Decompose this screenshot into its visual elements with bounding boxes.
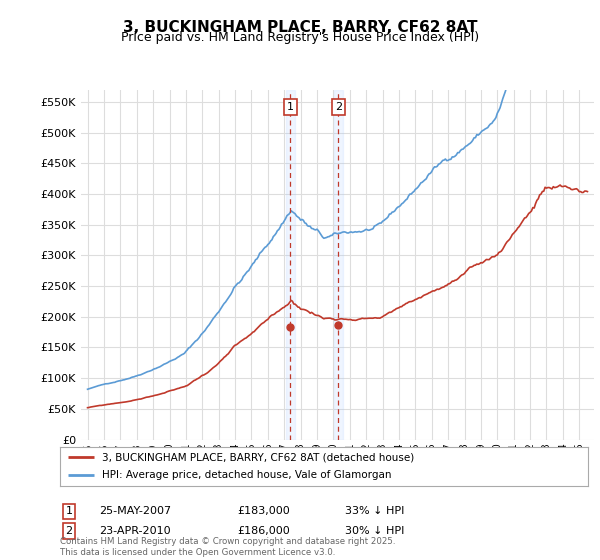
Text: HPI: Average price, detached house, Vale of Glamorgan: HPI: Average price, detached house, Vale… bbox=[102, 470, 392, 480]
Text: 30% ↓ HPI: 30% ↓ HPI bbox=[345, 526, 404, 536]
Text: 25-MAY-2007: 25-MAY-2007 bbox=[99, 506, 171, 516]
Text: 3, BUCKINGHAM PLACE, BARRY, CF62 8AT (detached house): 3, BUCKINGHAM PLACE, BARRY, CF62 8AT (de… bbox=[102, 452, 415, 463]
Text: £186,000: £186,000 bbox=[237, 526, 290, 536]
Bar bbox=[334, 90, 343, 440]
Text: 1: 1 bbox=[65, 506, 73, 516]
Text: 1: 1 bbox=[287, 102, 294, 112]
Text: 2: 2 bbox=[65, 526, 73, 536]
Text: 2: 2 bbox=[335, 102, 342, 112]
Text: 23-APR-2010: 23-APR-2010 bbox=[99, 526, 170, 536]
Text: Contains HM Land Registry data © Crown copyright and database right 2025.
This d: Contains HM Land Registry data © Crown c… bbox=[60, 537, 395, 557]
Text: 3, BUCKINGHAM PLACE, BARRY, CF62 8AT: 3, BUCKINGHAM PLACE, BARRY, CF62 8AT bbox=[123, 20, 477, 35]
Text: £183,000: £183,000 bbox=[237, 506, 290, 516]
Text: Price paid vs. HM Land Registry's House Price Index (HPI): Price paid vs. HM Land Registry's House … bbox=[121, 31, 479, 44]
Text: 33% ↓ HPI: 33% ↓ HPI bbox=[345, 506, 404, 516]
Bar bbox=[286, 90, 295, 440]
